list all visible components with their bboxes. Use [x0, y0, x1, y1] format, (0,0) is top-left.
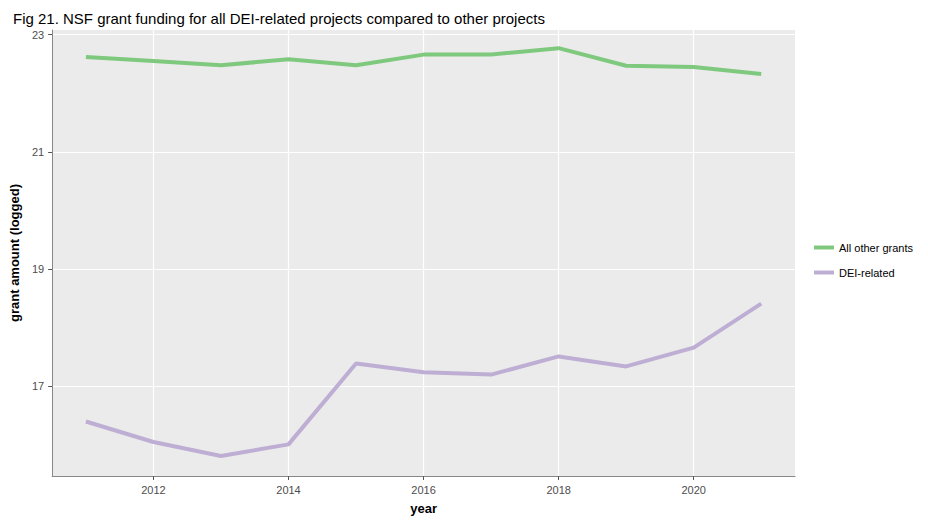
svg-text:21: 21 — [32, 146, 44, 158]
svg-text:2014: 2014 — [276, 484, 300, 496]
svg-text:DEI-related: DEI-related — [839, 267, 895, 279]
svg-text:Fig 21. NSF grant funding for: Fig 21. NSF grant funding for all DEI-re… — [13, 10, 545, 27]
svg-text:2020: 2020 — [681, 484, 705, 496]
svg-text:grant amount (logged): grant amount (logged) — [7, 184, 22, 322]
svg-text:23: 23 — [32, 29, 44, 41]
svg-text:2016: 2016 — [411, 484, 435, 496]
svg-text:2012: 2012 — [141, 484, 165, 496]
svg-text:2018: 2018 — [546, 484, 570, 496]
svg-text:All other grants: All other grants — [839, 242, 913, 254]
svg-text:17: 17 — [32, 380, 44, 392]
svg-text:19: 19 — [32, 263, 44, 275]
svg-text:year: year — [410, 501, 437, 516]
